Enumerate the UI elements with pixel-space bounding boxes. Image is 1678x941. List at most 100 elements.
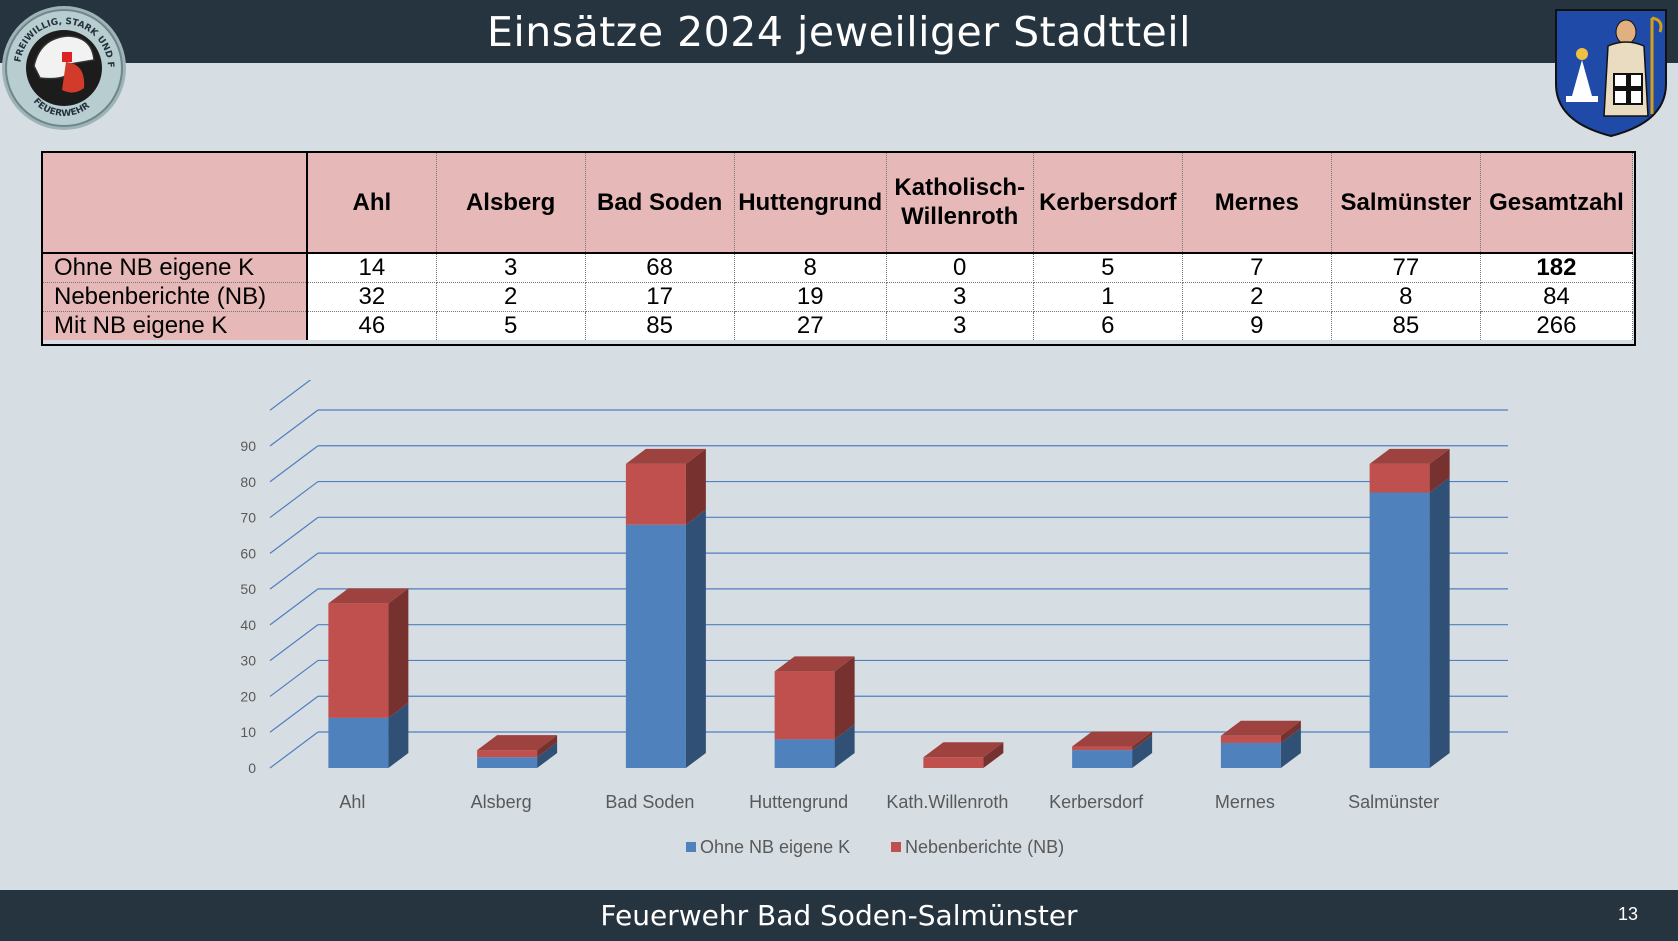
- x-tick-label: Huttengrund: [749, 792, 848, 812]
- gridline-depth: [269, 445, 319, 483]
- gridline-depth: [269, 552, 319, 590]
- table-cell: 19: [734, 282, 887, 312]
- column-header: Gesamtzahl: [1480, 152, 1634, 254]
- bar-segment-side: [1280, 727, 1301, 768]
- table-cell: 3: [886, 311, 1034, 340]
- bar-segment-side: [983, 742, 1004, 768]
- table-cell: 84: [1480, 282, 1634, 312]
- bar-segment-side: [1132, 731, 1153, 751]
- gridline-depth: [269, 380, 312, 411]
- bar-segment: [1369, 492, 1430, 768]
- table-cell: 3: [436, 253, 586, 283]
- bar-segment-side: [834, 656, 855, 740]
- data-table: Ahl Alsberg Bad Soden Huttengrund Kathol…: [42, 152, 1634, 340]
- y-tick-label: 80: [240, 474, 256, 490]
- slide-header: Einsätze 2024 jeweiliger Stadtteil: [0, 0, 1678, 63]
- bar-segment: [1072, 746, 1133, 751]
- bar-top: [774, 656, 855, 672]
- bar-segment-side: [388, 588, 409, 718]
- table-cell: 6: [1033, 311, 1183, 340]
- table-cell: 77: [1331, 253, 1481, 283]
- table-row: Ohne NB eigene K 14 3 68 8 0 5 7 77 182: [42, 253, 1634, 283]
- table-cell: 68: [585, 253, 735, 283]
- bar-segment: [625, 463, 686, 525]
- table-cell: 266: [1480, 311, 1634, 340]
- table-cell: 0: [886, 253, 1034, 283]
- row-label: Nebenberichte (NB): [42, 282, 309, 312]
- bar-segment: [625, 524, 686, 768]
- column-header: Huttengrund: [734, 152, 887, 254]
- gridline-depth: [269, 409, 319, 447]
- slide-footer: Feuerwehr Bad Soden-Salmünster 13: [0, 890, 1678, 941]
- column-header: Kerbersdorf: [1033, 152, 1183, 254]
- bar-segment: [1220, 742, 1281, 768]
- gridline-depth: [269, 731, 319, 769]
- column-header-line-2: Willenroth: [901, 203, 1019, 230]
- table-row: Mit NB eigene K 46 5 85 27 3 6 9 85 266: [42, 311, 1634, 340]
- slide-title: Einsätze 2024 jeweiliger Stadtteil: [486, 7, 1192, 56]
- y-tick-label: 50: [240, 581, 256, 597]
- legend-swatch: [891, 842, 901, 852]
- bar-segment: [477, 757, 538, 768]
- legend-swatch: [686, 842, 696, 852]
- bar-segment-side: [537, 735, 558, 758]
- bar-segment-side: [537, 742, 558, 768]
- table-row: Nebenberichte (NB) 32 2 17 19 3 1 2 8 84: [42, 282, 1634, 312]
- gridline-depth: [269, 516, 319, 554]
- bar-segment: [328, 603, 389, 718]
- column-header: Alsberg: [436, 152, 586, 254]
- bar-top: [477, 735, 558, 751]
- table-cell: 46: [307, 311, 437, 340]
- column-header: Ahl: [307, 152, 437, 254]
- y-tick-label: 30: [240, 653, 256, 669]
- bar-segment: [923, 757, 984, 768]
- table-cell: 32: [307, 282, 437, 312]
- table-cell: 14: [307, 253, 437, 283]
- table-cell: 85: [585, 311, 735, 340]
- legend-label: Nebenberichte (NB): [905, 837, 1064, 857]
- table-cell: 1: [1033, 282, 1183, 312]
- bar-top: [328, 588, 409, 604]
- y-tick-label: 90: [240, 438, 256, 454]
- bar-top: [1220, 720, 1301, 736]
- gridline-depth: [269, 659, 319, 697]
- bar-segment-side: [1429, 477, 1450, 768]
- bar-top: [1369, 448, 1450, 464]
- table-cell: 9: [1182, 311, 1332, 340]
- bar-segment: [774, 739, 835, 768]
- table-cell: 85: [1331, 311, 1481, 340]
- column-header-line-1: Katholisch-: [894, 174, 1026, 201]
- y-tick-label: 70: [240, 510, 256, 526]
- x-tick-label: Alsberg: [471, 792, 532, 812]
- footer-text: Feuerwehr Bad Soden-Salmünster: [600, 899, 1078, 932]
- coat-of-arms-icon: [1555, 9, 1667, 138]
- bar-segment-side: [834, 724, 855, 768]
- bar-top: [923, 742, 1004, 758]
- bar-segment-side: [1280, 720, 1301, 743]
- y-tick-label: 0: [248, 760, 256, 776]
- bar-segment: [1369, 463, 1430, 493]
- y-tick-label: 40: [240, 617, 256, 633]
- row-label: Mit NB eigene K: [42, 311, 309, 340]
- table-header-row: Ahl Alsberg Bad Soden Huttengrund Kathol…: [42, 152, 1634, 254]
- x-tick-label: Bad Soden: [605, 792, 694, 812]
- bar-segment: [328, 717, 389, 768]
- x-tick-label: Mernes: [1215, 792, 1275, 812]
- x-tick-label: Kath.Willenroth: [886, 792, 1008, 812]
- bar-segment: [477, 750, 538, 758]
- gridline-depth: [269, 695, 319, 733]
- stacked-bar-chart: 0 10 20 30 40 50 60 70 80 90 Ahl Alsberg Bad Soden Hu…: [240, 380, 1508, 857]
- y-tick-label: 10: [240, 724, 256, 740]
- column-header: Katholisch- Willenroth: [886, 152, 1034, 254]
- column-header: Bad Soden: [585, 152, 735, 254]
- page-number: 13: [1617, 904, 1638, 924]
- table-cell: 2: [1182, 282, 1332, 312]
- legend-label: Ohne NB eigene K: [700, 837, 850, 857]
- gridline-depth: [269, 481, 319, 519]
- table-cell: 182: [1480, 253, 1634, 283]
- bar-segment-side: [1132, 735, 1153, 768]
- bar-segment: [1072, 750, 1133, 768]
- bar-segment: [774, 671, 835, 740]
- table-corner-cell: [42, 152, 309, 254]
- table-cell: 2: [436, 282, 586, 312]
